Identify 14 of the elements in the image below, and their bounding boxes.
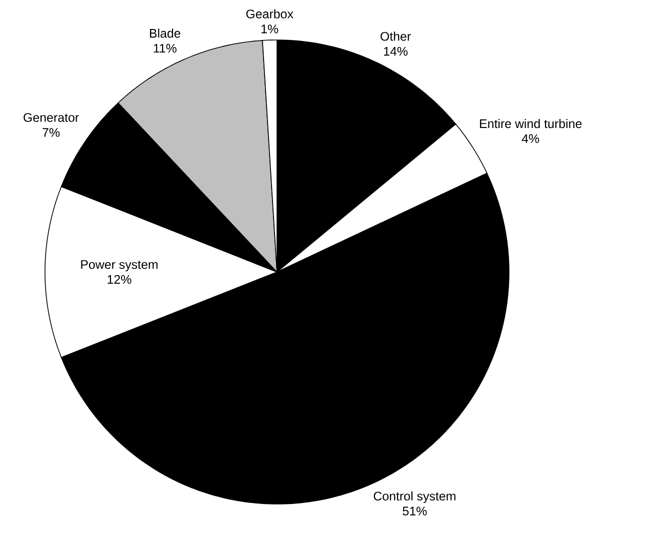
slice-label: Control system bbox=[374, 491, 456, 503]
data-label: 1% bbox=[262, 24, 278, 34]
slice-label: Entire wind turbine bbox=[480, 118, 582, 128]
data-label: 7% bbox=[42, 128, 60, 137]
slice-label: Blade bbox=[150, 28, 180, 38]
data-label: 11% bbox=[154, 44, 176, 53]
slice-label: Other bbox=[380, 32, 411, 41]
slice-label: Generator bbox=[24, 113, 79, 122]
data-label: 14% bbox=[384, 46, 408, 56]
data-label: 51% bbox=[402, 506, 427, 516]
data-label: 4% bbox=[522, 134, 540, 144]
slice-label: Power system bbox=[81, 260, 158, 272]
slice-label: Gearbox bbox=[246, 9, 294, 18]
data-label: 12% bbox=[108, 275, 132, 284]
